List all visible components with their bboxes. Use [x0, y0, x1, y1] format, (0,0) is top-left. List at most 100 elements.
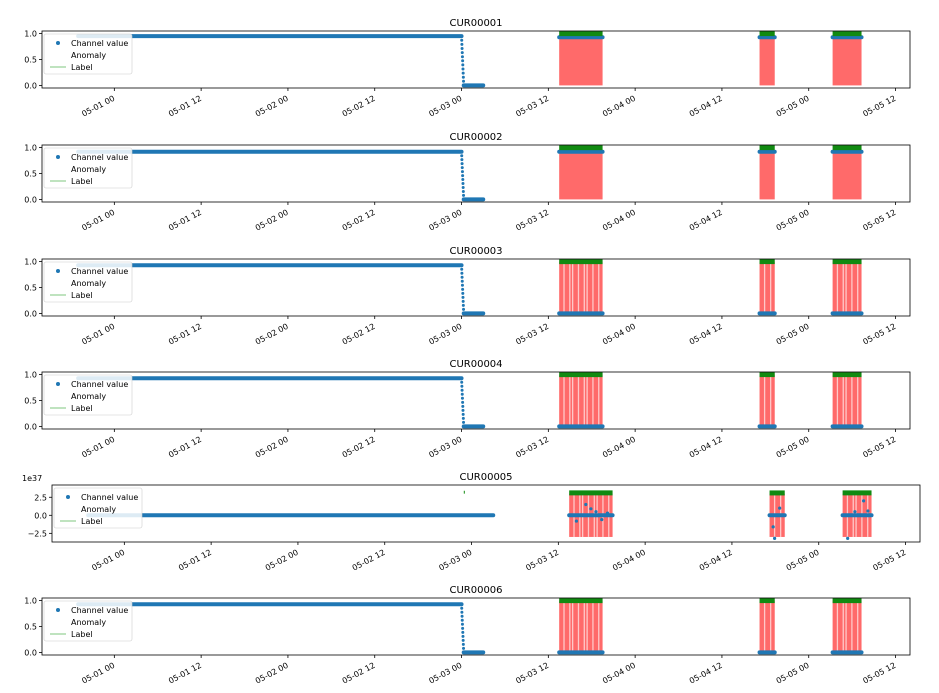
- x-tick-label: 05-02 12: [341, 208, 377, 233]
- y-tick-label: 0.0: [24, 81, 37, 90]
- channel-point: [460, 279, 464, 283]
- x-tick-label: 05-05 12: [861, 661, 897, 686]
- x-tick-label: 05-05 00: [775, 94, 811, 119]
- channel-outlier: [771, 525, 775, 529]
- y-tick-label: 0.0: [34, 511, 47, 520]
- y-tick-label: 1.0: [24, 30, 37, 39]
- x-tick-label: 05-03 12: [514, 661, 550, 686]
- legend-label-anomaly: Anomaly: [71, 51, 106, 60]
- x-tick-label: 05-02 12: [351, 548, 387, 573]
- channel-point: [461, 634, 465, 638]
- x-tick-label: 05-04 00: [601, 322, 637, 347]
- channel-point: [460, 46, 464, 50]
- channel-point: [461, 75, 465, 79]
- x-tick-label: 05-05 00: [775, 435, 811, 460]
- x-tick-label: 05-02 00: [254, 435, 290, 460]
- channel-outlier: [600, 518, 604, 522]
- x-tick-label: 05-01 12: [167, 322, 203, 347]
- channel-point: [461, 299, 465, 303]
- plot-area: [86, 490, 874, 540]
- channel-point: [461, 638, 465, 642]
- x-tick-label: 05-02 00: [254, 661, 290, 686]
- axes-frame: [41, 597, 911, 656]
- anomaly-span: [832, 36, 862, 86]
- legend-box: [53, 487, 143, 529]
- plot-area: [76, 372, 864, 429]
- channel-point: [461, 416, 465, 420]
- chart-title: CUR00003: [449, 246, 502, 257]
- channel-outlier: [773, 536, 777, 540]
- chart-title: CUR00006: [449, 585, 502, 596]
- x-tick-label: 05-01 00: [80, 322, 116, 347]
- anomaly-span: [759, 151, 775, 200]
- channel-point: [461, 642, 465, 646]
- channel-point: [461, 630, 465, 634]
- x-tick-label: 05-05 12: [861, 435, 897, 460]
- chart-title: CUR00002: [449, 132, 502, 143]
- x-tick-label: 05-01 00: [80, 435, 116, 460]
- channel-point: [460, 384, 464, 388]
- y-tick-label: 0.0: [24, 309, 37, 318]
- y-tick-label: 0.5: [24, 623, 37, 632]
- x-tick-label: 05-05 12: [861, 94, 897, 119]
- subplot-2: CUR00002 1.0 0.5 0.0 05-01 00 05-01 12 05-02 0…: [24, 132, 911, 233]
- legend-label-channel: Channel value: [71, 380, 128, 389]
- legend-box: [43, 374, 133, 416]
- axes-frame: [41, 258, 911, 317]
- x-tick-label: 05-04 12: [698, 548, 734, 573]
- x-tick-label: 05-05 00: [775, 208, 811, 233]
- anomaly-span: [832, 151, 862, 200]
- x-tick-label: 05-05 00: [775, 661, 811, 686]
- channel-point: [461, 408, 465, 412]
- legend-channel-marker: [56, 269, 60, 273]
- x-tick-label: 05-02 12: [341, 94, 377, 119]
- channel-point: [462, 307, 466, 311]
- channel-point: [460, 158, 464, 162]
- legend-channel-marker: [56, 41, 60, 45]
- axes-frame: [41, 30, 911, 89]
- y-tick-label: 0.5: [24, 397, 37, 406]
- channel-point: [462, 420, 466, 424]
- legend-label-label: Label: [71, 63, 93, 72]
- x-tick-label: 05-03 12: [514, 322, 550, 347]
- legend-label-label: Label: [71, 291, 93, 300]
- plot-area: [76, 598, 864, 655]
- subplot-6: CUR00006 1.0 0.5 0.0 05-01 00 05-01 12 05-02 0…: [24, 585, 911, 686]
- channel-point: [460, 283, 464, 287]
- channel-point: [460, 388, 464, 392]
- channel-outlier: [605, 511, 610, 515]
- legend-label-channel: Channel value: [71, 39, 128, 48]
- x-tick-label: 05-03 00: [427, 208, 463, 233]
- x-tick-label: 05-01 12: [167, 661, 203, 686]
- x-tick-label: 05-03 12: [524, 548, 560, 573]
- legend-label-anomaly: Anomaly: [71, 618, 106, 627]
- channel-point: [460, 154, 464, 158]
- channel-outlier: [589, 507, 593, 511]
- channel-outlier: [846, 536, 850, 540]
- anomaly-span: [759, 36, 775, 86]
- anomaly-span: [559, 151, 603, 200]
- x-tick-label: 05-04 12: [688, 322, 724, 347]
- legend-label-label: Label: [71, 177, 93, 186]
- channel-point: [460, 271, 464, 275]
- channel-point: [460, 376, 464, 380]
- channel-outlier: [594, 510, 598, 514]
- x-tick-label: 05-02 00: [254, 322, 290, 347]
- x-tick-label: 05-03 00: [437, 548, 473, 573]
- channel-point: [460, 380, 464, 384]
- y-tick-label: 1.0: [24, 597, 37, 606]
- legend-box: [43, 261, 133, 303]
- chart-title: CUR00005: [459, 472, 512, 483]
- channel-point: [461, 287, 465, 291]
- channel-point: [460, 610, 464, 614]
- channel-point: [460, 602, 464, 606]
- axes-frame: [41, 371, 911, 430]
- channel-point: [460, 392, 464, 396]
- channel-point: [460, 263, 464, 267]
- y-tick-label: 2.5: [34, 493, 47, 502]
- channel-outlier: [866, 509, 870, 513]
- legend-label-anomaly: Anomaly: [71, 392, 106, 401]
- channel-point: [462, 193, 466, 197]
- legend-channel-marker: [66, 495, 70, 499]
- x-tick-label: 05-04 00: [601, 435, 637, 460]
